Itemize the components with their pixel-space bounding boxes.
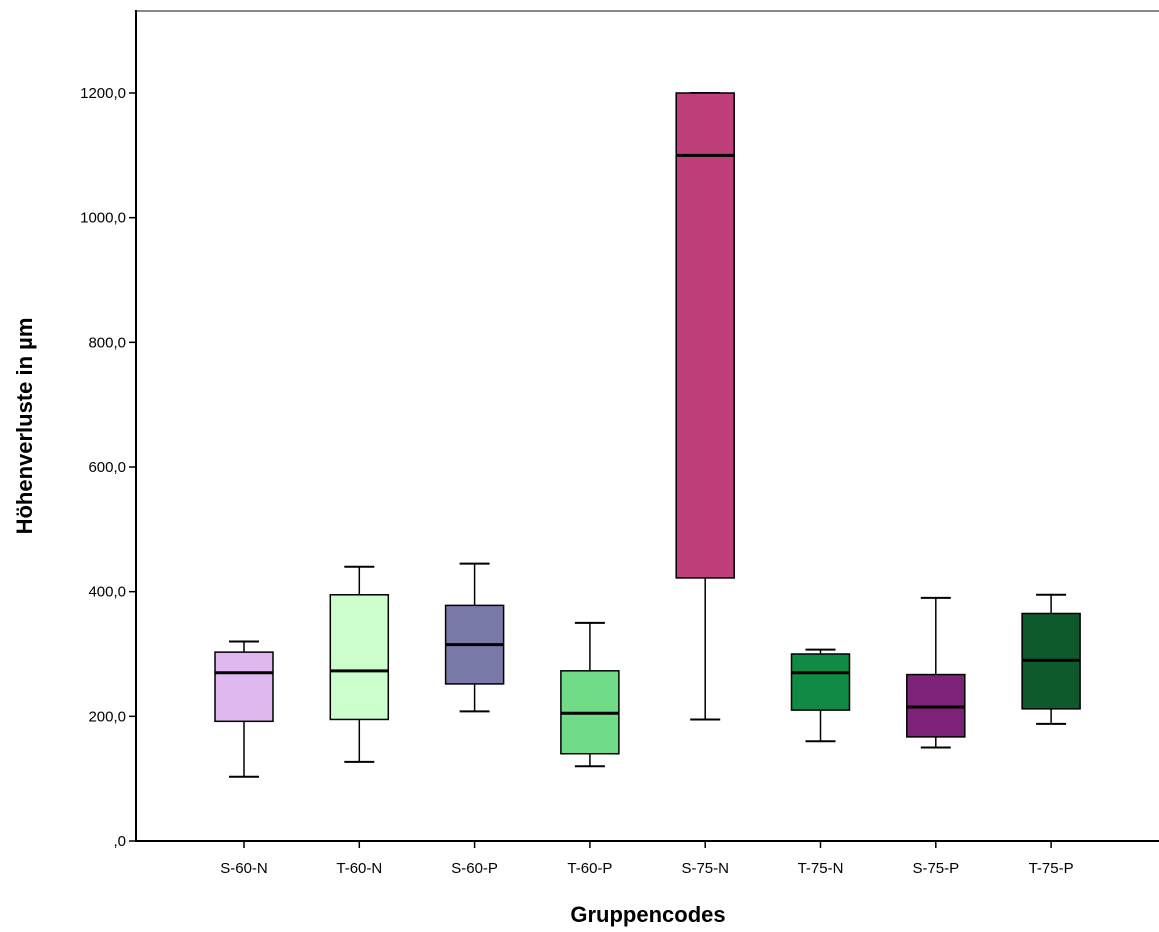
y-tick-label: 800,0 <box>88 334 126 351</box>
x-tick-label: S-60-P <box>451 860 498 877</box>
y-axis-ticks: ,0 200,0 400,0 600,0 800,0 1000,0 1200,0 <box>80 85 136 850</box>
x-tick-label: S-75-N <box>681 860 729 877</box>
box-t-75-p <box>1021 593 1081 725</box>
plot-frame <box>135 10 1159 842</box>
y-axis-title: Höhenverluste in µm <box>12 318 37 535</box>
iqr-box <box>214 651 274 723</box>
x-axis-ticks: S-60-N T-60-N S-60-P T-60-P S-75-N T-75-N S-75… <box>220 841 1074 877</box>
box-s-75-p <box>906 596 966 749</box>
x-axis-title: Gruppencodes <box>570 902 725 927</box>
y-tick-label: 200,0 <box>88 708 126 725</box>
iqr-box <box>675 92 735 579</box>
box-s-75-n <box>675 92 735 721</box>
x-tick-label: S-75-P <box>912 860 959 877</box>
x-tick-label: S-60-N <box>220 860 268 877</box>
x-tick-label: T-75-N <box>798 860 844 877</box>
iqr-box <box>329 594 390 721</box>
y-tick-label: ,0 <box>113 833 126 850</box>
y-tick-label: 600,0 <box>88 459 126 476</box>
y-tick-label: 1000,0 <box>80 210 126 227</box>
box-t-60-p <box>560 621 620 768</box>
iqr-box <box>790 653 851 711</box>
box-s-60-p <box>444 562 505 713</box>
y-tick-label: 400,0 <box>88 584 126 601</box>
x-tick-label: T-60-N <box>336 860 382 877</box>
box-t-60-n <box>329 565 390 763</box>
box-t-75-n <box>790 648 851 743</box>
y-tick-label: 1200,0 <box>80 85 126 102</box>
x-tick-label: T-75-P <box>1029 860 1074 877</box>
boxes <box>214 92 1081 778</box>
x-tick-label: T-60-P <box>567 860 612 877</box>
box-s-60-n <box>214 640 274 778</box>
